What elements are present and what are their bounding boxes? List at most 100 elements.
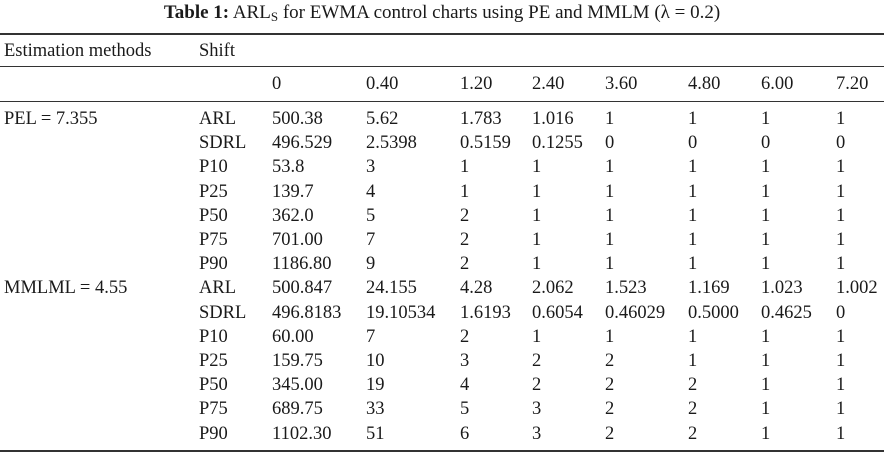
table-cell: 0.1255 — [532, 133, 583, 154]
shift-value-header: 0.40 — [366, 74, 399, 94]
shift-rule — [0, 66, 884, 67]
table-cell: 1 — [605, 157, 615, 178]
table-cell: 1 — [761, 326, 771, 347]
shift-value-header: 0 — [272, 74, 282, 94]
table-cell: 1 — [761, 375, 771, 396]
table-cell: 2.062 — [532, 278, 574, 299]
table-cell: 1102.30 — [272, 423, 332, 444]
table-cell: 1 — [460, 181, 470, 202]
table-cell: 0.5000 — [688, 302, 739, 323]
table-cell: 2 — [605, 423, 615, 444]
table-cell: 1 — [688, 254, 698, 275]
table-cell: 1 — [532, 254, 542, 275]
table-cell: 345.00 — [272, 375, 323, 396]
table-cell: 5 — [460, 399, 470, 420]
table-cell: 3 — [532, 399, 542, 420]
table-cell: 1.169 — [688, 278, 730, 299]
table-cell: 1 — [836, 109, 846, 129]
table-cell: 3 — [366, 157, 376, 178]
table-cell: 2 — [688, 399, 698, 420]
table-cell: 1 — [688, 109, 698, 129]
table-cell: 2 — [460, 254, 470, 275]
table-cell: 1.002 — [836, 278, 878, 299]
table-cell: 19 — [366, 375, 385, 396]
table-cell: 9 — [366, 254, 376, 275]
table-cell: 1 — [605, 109, 615, 129]
table-cell: 1 — [836, 157, 846, 178]
table-cell: 139.7 — [272, 181, 314, 202]
table-cell: 3 — [460, 351, 470, 371]
table-cell: 10 — [366, 351, 385, 371]
table-cell: 1 — [532, 157, 542, 178]
shift-value-header: 1.20 — [460, 74, 493, 94]
table-cell: 0.46029 — [605, 302, 666, 323]
table-cell: 1 — [605, 205, 615, 226]
table-cell: 500.847 — [272, 278, 333, 299]
table-cell: 2 — [688, 423, 698, 444]
table-cell: 2.5398 — [366, 133, 417, 154]
table-cell: 4.28 — [460, 278, 493, 299]
table-cell: 1 — [761, 399, 771, 420]
table-cell: 2 — [605, 351, 615, 371]
table-cell: 1 — [836, 181, 846, 202]
table-cell: 1.783 — [460, 109, 502, 129]
statistic-label: P75 — [199, 230, 228, 250]
shift-value-header: 3.60 — [605, 74, 638, 94]
table-cell: 2 — [688, 375, 698, 396]
table-cell: 2 — [605, 399, 615, 420]
caption-text-end: = 0.2) — [669, 2, 721, 23]
table-cell: 1.023 — [761, 278, 803, 299]
table-cell: 1 — [761, 230, 771, 250]
table-cell: 1 — [688, 326, 698, 347]
table-cell: 1 — [532, 230, 542, 250]
method-label: PEL = 7.355 — [4, 109, 98, 129]
statistic-label: P90 — [199, 254, 228, 275]
table-cell: 362.0 — [272, 205, 314, 226]
table-cell: 51 — [366, 423, 385, 444]
table-cell: 1 — [688, 205, 698, 226]
statistic-label: P25 — [199, 351, 228, 371]
table-cell: 2 — [460, 326, 470, 347]
table-cell: 0 — [836, 302, 846, 323]
table-cell: 3 — [532, 423, 542, 444]
table-cell: 1 — [761, 351, 771, 371]
table-cell: 0 — [688, 133, 698, 154]
table-cell: 2 — [532, 375, 542, 396]
table-cell: 159.75 — [272, 351, 323, 371]
statistic-label: ARL — [199, 109, 236, 129]
statistic-label: P75 — [199, 399, 228, 420]
shift-value-header: 2.40 — [532, 74, 565, 94]
table-cell: 701.00 — [272, 230, 323, 250]
table-cell: 33 — [366, 399, 385, 420]
table-cell: 1.016 — [532, 109, 574, 129]
table-cell: 496.8183 — [272, 302, 342, 323]
table-cell: 1 — [605, 254, 615, 275]
table-caption: Table 1: ARLS for EWMA control charts us… — [0, 0, 884, 26]
table-cell: 1 — [761, 423, 771, 444]
table-cell: 1 — [460, 157, 470, 178]
col-header-shift: Shift — [199, 41, 235, 61]
table-cell: 1 — [688, 351, 698, 371]
table-cell: 7 — [366, 326, 376, 347]
table-cell: 500.38 — [272, 109, 323, 129]
table-cell: 1 — [836, 351, 846, 371]
method-label: MMLML = 4.55 — [4, 278, 128, 299]
table-cell: 1 — [761, 205, 771, 226]
statistic-label: P10 — [199, 326, 228, 347]
table-cell: 0 — [836, 133, 846, 154]
table-cell: 1 — [836, 375, 846, 396]
top-rule — [0, 33, 884, 35]
table-cell: 4 — [460, 375, 470, 396]
table-cell: 1 — [688, 181, 698, 202]
table-cell: 4 — [366, 181, 376, 202]
table-cell: 1 — [605, 181, 615, 202]
table-cell: 1 — [836, 399, 846, 420]
table-cell: 1 — [761, 157, 771, 178]
table-cell: 2 — [460, 205, 470, 226]
table-cell: 7 — [366, 230, 376, 250]
statistic-label: P50 — [199, 205, 228, 226]
table-cell: 1 — [836, 230, 846, 250]
table-cell: 53.8 — [272, 157, 305, 178]
table-cell: 1 — [688, 230, 698, 250]
table-cell: 1 — [836, 205, 846, 226]
